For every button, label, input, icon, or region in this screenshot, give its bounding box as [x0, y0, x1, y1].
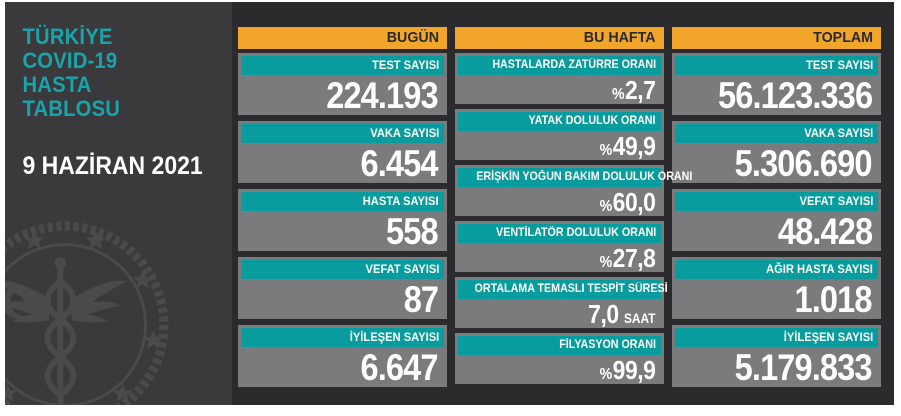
stat-week-ventilator-doluluk: VENTİLATÖR DOLULUK ORANI % 27,8 — [455, 221, 664, 273]
stat-label: VEFAT SAYISI — [241, 260, 444, 279]
stat-label: VAKA SAYISI — [241, 124, 444, 143]
stat-label: HASTA SAYISI — [241, 192, 444, 211]
stat-label: İYİLEŞEN SAYISI — [241, 328, 444, 347]
stat-total-iyilesen-sayisi: İYİLEŞEN SAYISI 5.179.833 — [672, 325, 881, 388]
stat-week-zaturre-orani: HASTALARDA ZATÜRRE ORANI % 2,7 — [455, 53, 664, 105]
stat-today-iyilesen-sayisi: İYİLEŞEN SAYISI 6.647 — [238, 325, 447, 388]
stat-value: 6.647 — [360, 347, 439, 388]
stat-week-filyasyon-orani: FİLYASYON ORANI % 99,9 — [455, 333, 664, 385]
stat-week-yogun-bakim-doluluk: ERİŞKİN YOĞUN BAKIM DOLULUK ORANI % 60,0 — [455, 165, 692, 217]
title-line: TÜRKİYE — [22, 24, 113, 49]
stat-today-vefat-sayisi: VEFAT SAYISI 87 — [238, 257, 447, 320]
title-line: COVID-19 — [22, 48, 118, 73]
column-today: BUGÜN TEST SAYISI 224.193 VAKA SAYISI 6.… — [238, 27, 447, 405]
stat-label: İYİLEŞEN SAYISI — [675, 328, 878, 347]
stat-value: 7,0 SAAT — [587, 299, 655, 329]
stat-week-temasli-tespit-suresi: ORTALAMA TEMASLI TESPİT SÜRESİ 7,0 SAAT — [455, 277, 668, 329]
stat-label: AĞIR HASTA SAYISI — [675, 260, 878, 279]
stat-today-hasta-sayisi: HASTA SAYISI 558 — [238, 189, 447, 252]
stat-value: % 2,7 — [611, 75, 655, 105]
stat-value: 87 — [403, 279, 439, 320]
stat-value: % 49,9 — [599, 131, 655, 161]
stat-today-vaka-sayisi: VAKA SAYISI 6.454 — [238, 121, 447, 184]
stat-value: 48.428 — [777, 211, 873, 252]
stat-total-agir-hasta-sayisi: AĞIR HASTA SAYISI 1.018 — [672, 257, 881, 320]
stat-week-yatak-doluluk: YATAK DOLULUK ORANI % 49,9 — [455, 109, 664, 161]
column-header-today: BUGÜN — [238, 27, 447, 49]
stat-label: FİLYASYON ORANI — [458, 336, 661, 355]
stat-value: % 60,0 — [599, 187, 655, 217]
stat-value: 56.123.336 — [717, 75, 873, 116]
stat-label: TEST SAYISI — [241, 56, 444, 75]
stat-label: VENTİLATÖR DOLULUK ORANI — [458, 224, 661, 243]
stat-label: TEST SAYISI — [675, 56, 878, 75]
stat-value: 5.306.690 — [735, 143, 873, 184]
column-this-week: BU HAFTA HASTALARDA ZATÜRRE ORANI % 2,7 Y… — [455, 27, 692, 405]
stat-value: 1.018 — [794, 279, 873, 320]
stat-columns: BUGÜN TEST SAYISI 224.193 VAKA SAYISI 6.… — [232, 2, 894, 405]
stat-label: ERİŞKİN YOĞUN BAKIM DOLULUK ORANI — [458, 168, 692, 187]
stat-label: YATAK DOLULUK ORANI — [458, 112, 661, 131]
stat-label: ORTALAMA TEMASLI TESPİT SÜRESİ — [458, 280, 668, 299]
stat-label: VEFAT SAYISI — [675, 192, 878, 211]
stat-total-vaka-sayisi: VAKA SAYISI 5.306.690 — [672, 121, 881, 184]
stat-value: 5.179.833 — [735, 347, 873, 388]
column-header-this-week: BU HAFTA — [455, 27, 664, 49]
covid-table-board: TÜRKİYE COVID-19 HASTA TABLOSU 9 HAZİRAN… — [5, 2, 894, 405]
title-line: HASTA — [22, 72, 92, 97]
stat-value: 558 — [386, 211, 439, 252]
report-date: 9 HAZİRAN 2021 — [22, 152, 203, 180]
stat-label: HASTALARDA ZATÜRRE ORANI — [458, 56, 661, 75]
stat-today-test-sayisi: TEST SAYISI 224.193 — [238, 53, 447, 116]
stat-total-vefat-sayisi: VEFAT SAYISI 48.428 — [672, 189, 881, 252]
title-line: TABLOSU — [22, 96, 121, 121]
column-total: TOPLAM TEST SAYISI 56.123.336 VAKA SAYIS… — [672, 27, 881, 405]
stat-value: 224.193 — [326, 75, 438, 116]
stat-value: % 99,9 — [599, 355, 655, 385]
stat-value: 6.454 — [360, 143, 439, 184]
stat-value: % 27,8 — [599, 243, 655, 273]
left-panel: TÜRKİYE COVID-19 HASTA TABLOSU 9 HAZİRAN… — [5, 2, 232, 405]
column-header-total: TOPLAM — [672, 27, 881, 49]
stat-label: VAKA SAYISI — [675, 124, 878, 143]
page-title: TÜRKİYE COVID-19 HASTA TABLOSU — [5, 2, 214, 121]
stat-total-test-sayisi: TEST SAYISI 56.123.336 — [672, 53, 881, 116]
ministry-of-health-logo-icon — [5, 221, 169, 405]
